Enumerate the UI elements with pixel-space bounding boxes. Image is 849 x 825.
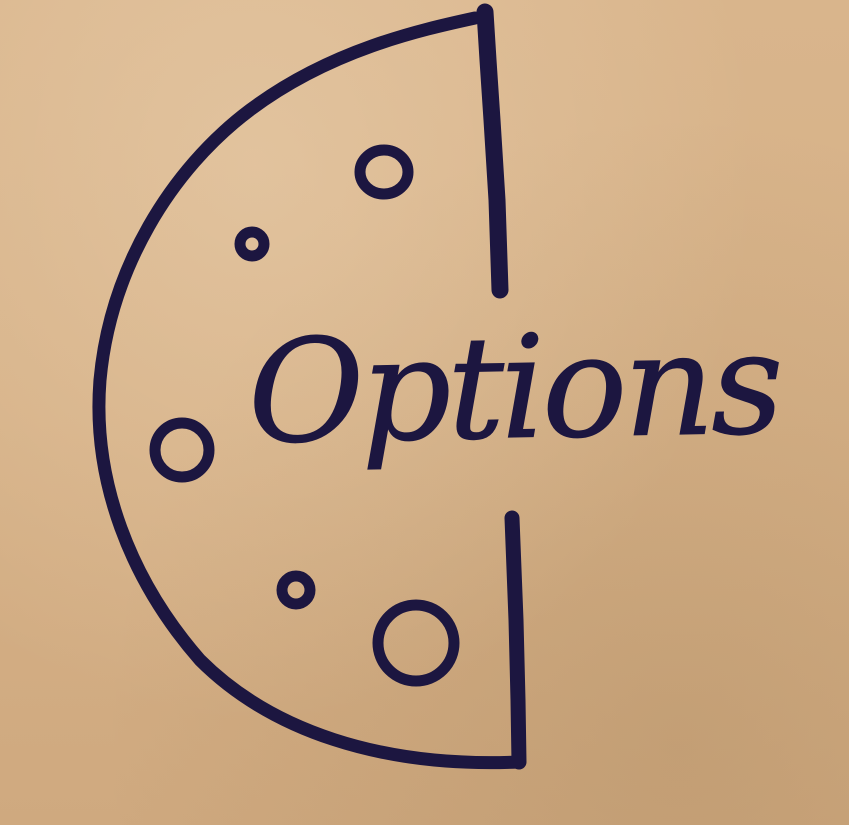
cheese-hole-4 bbox=[276, 570, 316, 610]
cheese-curve bbox=[92, 11, 526, 770]
cheese-hole-3 bbox=[149, 417, 215, 483]
cheese-hole-1 bbox=[354, 144, 414, 200]
cheese-upper-edge bbox=[476, 3, 509, 299]
cheese-lower-edge bbox=[504, 510, 527, 770]
cheese-hole-5 bbox=[372, 599, 460, 687]
options-label[interactable]: Options bbox=[246, 301, 782, 476]
cheese-hole-2 bbox=[234, 226, 270, 262]
